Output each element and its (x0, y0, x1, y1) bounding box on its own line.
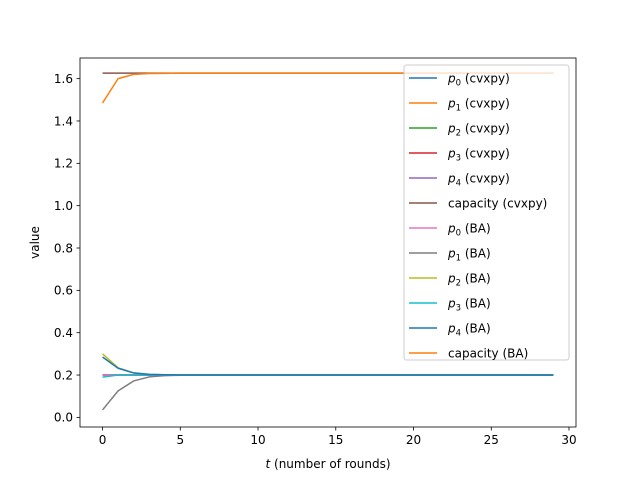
axes-frame (79, 57, 577, 428)
y-tick-label: 0.2 (54, 368, 73, 382)
y-tick-label: 0.8 (54, 241, 73, 255)
legend-entry-label: p2 (BA) (447, 272, 491, 289)
legend-entry-label: p1 (BA) (447, 247, 491, 264)
series-layer (101, 72, 554, 411)
legend-entry-label: p2 (cvxpy) (447, 122, 510, 139)
x-tick-label: 10 (250, 433, 265, 447)
x-tick-label: 25 (484, 433, 499, 447)
x-tick-label: 0 (99, 433, 107, 447)
legend-entry-label: p0 (cvxpy) (447, 72, 510, 89)
legend-entry-label: p0 (BA) (447, 222, 491, 239)
x-axis-ticks: 0 5 10 15 20 25 30 (99, 427, 577, 447)
x-tick-label: 5 (176, 433, 184, 447)
x-tick-label: 20 (406, 433, 421, 447)
y-tick-label: 0.4 (54, 326, 73, 340)
y-tick-label: 1.6 (54, 72, 73, 86)
legend-entry-label: p4 (BA) (447, 322, 491, 339)
series-line-10 (102, 356, 554, 376)
x-axis-label-rest: (number of rounds) (270, 457, 390, 471)
y-tick-label: 0.0 (54, 411, 73, 425)
x-axis-label: t (number of rounds) (265, 457, 390, 471)
legend-entry-label: p4 (cvxpy) (447, 172, 510, 189)
x-tick-label: 30 (561, 433, 576, 447)
legend-entry-label: capacity (BA) (448, 347, 528, 361)
legend-entry-label: p3 (cvxpy) (447, 147, 510, 164)
y-tick-label: 1.2 (54, 157, 73, 171)
y-tick-label: 1.4 (54, 114, 73, 128)
x-axis-label-var: t (265, 457, 271, 471)
y-axis-ticks: 0.0 0.2 0.4 0.6 0.8 1.0 1.2 1.4 1.6 (54, 72, 80, 425)
legend-entry-label: p3 (BA) (447, 297, 491, 314)
legend-frame (403, 64, 570, 361)
legend-entry-label: capacity (cvxpy) (448, 197, 547, 211)
legend-entry-label: p1 (cvxpy) (447, 97, 510, 114)
x-tick-label: 15 (328, 433, 343, 447)
y-tick-label: 1.0 (54, 199, 73, 213)
legend: p0 (cvxpy) p1 (cvxpy) p2 (cvxpy) p3 (cvxpy)… (403, 64, 570, 361)
y-tick-label: 0.6 (54, 284, 73, 298)
y-axis-label: value (28, 226, 42, 259)
